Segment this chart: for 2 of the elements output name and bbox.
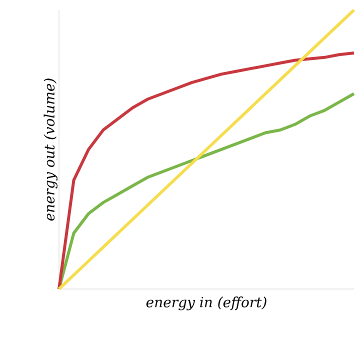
x-axis-title: energy in (effort) [146, 296, 266, 310]
y-axis-title: energy out (volume) [44, 78, 58, 221]
